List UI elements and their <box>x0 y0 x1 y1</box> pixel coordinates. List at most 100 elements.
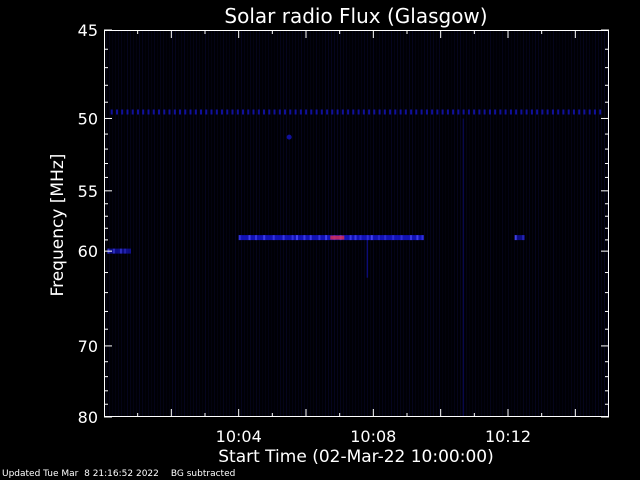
periodic-band-mark <box>331 109 334 115</box>
band-texture <box>325 235 328 241</box>
periodic-band-mark <box>257 109 260 115</box>
noise-streak <box>250 31 251 416</box>
periodic-band-mark <box>215 109 218 115</box>
noise-streak <box>286 31 287 416</box>
updated-timestamp: Updated Tue Mar 8 21:16:52 2022 <box>2 469 159 479</box>
noise-streak <box>226 31 227 416</box>
periodic-band-mark <box>357 109 360 115</box>
periodic-band-mark <box>179 109 181 115</box>
periodic-band-mark <box>137 109 139 115</box>
periodic-band-mark <box>441 109 444 115</box>
noise-streak <box>235 31 236 416</box>
periodic-band-mark <box>200 109 202 115</box>
noise-streak <box>127 31 128 416</box>
band-texture <box>400 235 403 241</box>
noise-streak <box>133 31 134 416</box>
periodic-band-mark <box>389 109 392 115</box>
noise-streak <box>505 31 506 416</box>
noise-streak <box>457 31 458 416</box>
vertical-streak <box>366 239 369 278</box>
band-texture <box>421 235 424 241</box>
noise-streak <box>412 31 413 416</box>
periodic-band-mark <box>341 109 344 115</box>
periodic-band-mark <box>467 109 470 115</box>
noise-streak <box>232 31 233 416</box>
noise-streak <box>454 31 455 416</box>
periodic-band-mark <box>515 109 518 115</box>
noise-streak <box>178 31 179 416</box>
y-tick-label: 70 <box>78 337 98 356</box>
noise-streak <box>433 31 434 416</box>
noise-streak <box>571 31 572 416</box>
noise-streak <box>322 31 323 416</box>
noise-streak <box>358 31 359 416</box>
noise-streak <box>109 31 110 416</box>
periodic-band-mark <box>599 109 602 115</box>
signal-features <box>107 109 602 417</box>
noise-streak <box>274 31 275 416</box>
noise-streak <box>559 31 560 416</box>
noise-streak <box>361 31 362 416</box>
noise-streak <box>112 31 113 416</box>
noise-streak <box>562 31 563 416</box>
noise-streak <box>349 31 350 416</box>
noise-streak <box>115 31 116 416</box>
periodic-band-mark <box>352 109 355 115</box>
band-texture <box>263 235 266 241</box>
noise-streak <box>352 31 353 416</box>
noise-streak <box>304 31 305 416</box>
periodic-band-mark <box>499 109 502 115</box>
noise-streak <box>121 31 122 416</box>
periodic-band-mark <box>425 109 428 115</box>
band-texture <box>366 235 369 241</box>
periodic-band-mark <box>263 109 265 115</box>
noise-streak <box>292 31 293 416</box>
noise-streak <box>151 31 152 416</box>
noise-streak <box>442 31 443 416</box>
periodic-band-mark <box>546 109 549 115</box>
noise-streak <box>553 31 554 416</box>
noise-streak <box>271 31 272 416</box>
periodic-band-mark <box>320 109 323 115</box>
noise-streak <box>268 31 269 416</box>
noise-streak <box>175 31 176 416</box>
band-texture <box>119 248 122 254</box>
periodic-band-mark <box>588 109 591 115</box>
band-texture <box>392 235 395 241</box>
y-tick-label: 60 <box>78 242 98 261</box>
background-noise <box>106 31 608 416</box>
noise-streak <box>580 31 581 416</box>
noise-streak <box>541 31 542 416</box>
noise-streak <box>193 31 194 416</box>
noise-streak <box>421 31 422 416</box>
noise-streak <box>469 31 470 416</box>
emission-band <box>514 235 525 241</box>
periodic-band-mark <box>247 109 250 115</box>
background-note: BG subtracted <box>170 469 236 479</box>
band-texture <box>370 235 373 241</box>
noise-streak <box>508 31 509 416</box>
noise-streak <box>187 31 188 416</box>
periodic-band-mark <box>478 109 481 115</box>
periodic-band-mark <box>221 109 223 115</box>
noise-streak <box>241 31 242 416</box>
x-tick-label: 10:12 <box>485 427 531 446</box>
noise-streak <box>295 31 296 416</box>
periodic-band-mark <box>530 109 533 115</box>
periodic-band-mark <box>578 109 581 115</box>
noise-streak <box>160 31 161 416</box>
noise-streak <box>403 31 404 416</box>
noise-streak <box>439 31 440 416</box>
periodic-band-mark <box>347 109 350 115</box>
y-tick-label: 80 <box>78 408 98 427</box>
noise-streak <box>607 31 608 416</box>
noise-streak <box>526 31 527 416</box>
noise-streak <box>313 31 314 416</box>
noise-streak <box>301 31 302 416</box>
periodic-band-mark <box>399 109 402 115</box>
x-tick-label: 10:04 <box>216 427 262 446</box>
noise-streak <box>220 31 221 416</box>
periodic-band-mark <box>152 109 155 115</box>
noise-streak <box>277 31 278 416</box>
